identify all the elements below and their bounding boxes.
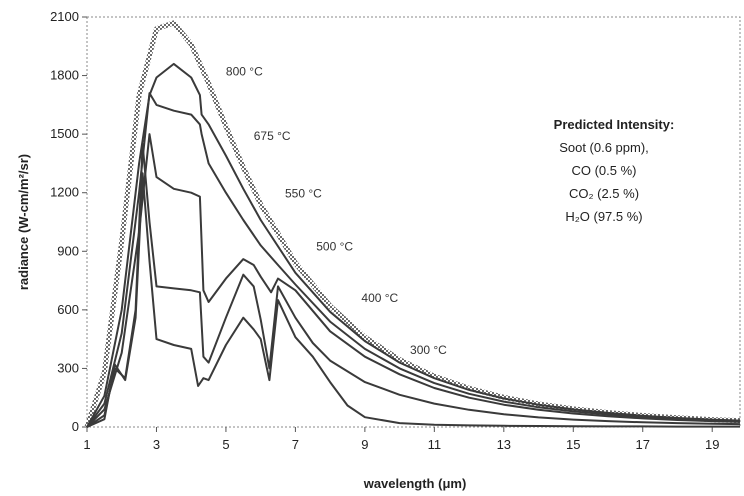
legend-line-co2: CO₂ (2.5 %)	[569, 186, 639, 201]
y-tick-label: 1200	[50, 185, 79, 200]
x-tick-label: 1	[83, 437, 90, 452]
x-tick-label: 15	[566, 437, 580, 452]
legend: Predicted Intensity: Soot (0.6 ppm), CO …	[554, 117, 675, 224]
legend-line-co: CO (0.5 %)	[571, 163, 636, 178]
y-axis: 0 300 600 900 1200 1500 1800 2100	[50, 9, 87, 434]
y-tick-label: 0	[72, 419, 79, 434]
curve-label: 500 °C	[316, 239, 353, 253]
plot-area-frame	[86, 16, 741, 428]
x-tick-label: 19	[705, 437, 719, 452]
curve-label: 800 °C	[226, 65, 263, 79]
y-tick-label: 300	[57, 360, 79, 375]
x-tick-label: 7	[292, 437, 299, 452]
y-tick-label: 600	[57, 302, 79, 317]
series-line-300c	[86, 172, 740, 428]
legend-line-h2o: H₂O (97.5 %)	[565, 209, 642, 224]
series-line-550c	[86, 92, 741, 428]
x-tick-label: 5	[222, 437, 229, 452]
x-axis-title: wavelength (μm)	[363, 476, 467, 491]
legend-title: Predicted Intensity:	[554, 117, 675, 132]
y-tick-label: 1500	[50, 126, 79, 141]
x-tick-label: 17	[636, 437, 650, 452]
curve-label: 675 °C	[254, 129, 291, 143]
y-tick-label: 1800	[50, 68, 79, 83]
series-line-500c	[86, 133, 741, 428]
y-tick-label: 900	[57, 243, 79, 258]
series-group	[84, 20, 741, 428]
x-axis: 1 3 5 7 9 11 13 15 17 19	[83, 427, 719, 452]
x-tick-label: 13	[497, 437, 511, 452]
series-line-800c	[84, 20, 741, 428]
x-tick-label: 9	[361, 437, 368, 452]
legend-line-soot: Soot (0.6 ppm),	[559, 140, 649, 155]
curve-labels: 800 °C 675 °C 550 °C 500 °C 400 °C 300 °C	[226, 65, 447, 357]
y-tick-label: 2100	[50, 9, 79, 24]
series-line-400c	[86, 142, 741, 428]
x-tick-label: 3	[153, 437, 160, 452]
curve-label: 400 °C	[361, 291, 398, 305]
y-axis-title: radiance (W-cm/m²/sr)	[16, 154, 31, 290]
curve-label: 550 °C	[285, 187, 322, 201]
series-line-675c	[86, 62, 741, 428]
curve-label: 300 °C	[410, 343, 447, 357]
x-tick-label: 11	[428, 437, 442, 452]
